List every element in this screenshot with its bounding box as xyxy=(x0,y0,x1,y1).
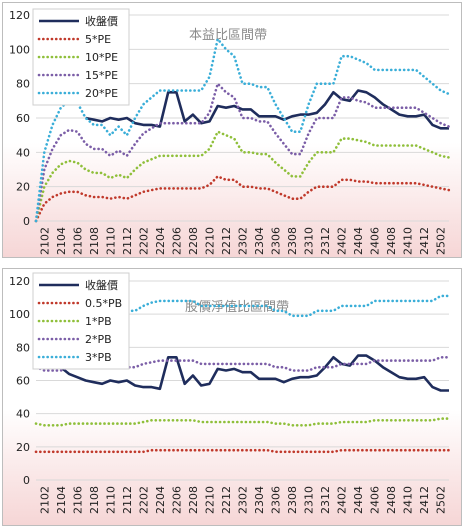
chart0-y-tick-label: 80 xyxy=(16,78,30,91)
chart0-series-line-3 xyxy=(34,82,451,223)
chart1-x-tick-label: 2208 xyxy=(187,486,200,514)
chart0-y-tick-label: 20 xyxy=(16,181,30,194)
chart1-y-tick-label: 20 xyxy=(16,441,30,454)
chart0-x-tick-label: 2304 xyxy=(253,227,266,255)
chart1-x-tick-label: 2202 xyxy=(137,486,150,514)
chart0-x-tick-label: 2406 xyxy=(369,227,382,255)
chart1-title: 股價淨值比區間帶 xyxy=(185,299,289,315)
chart0-x-tick-label: 2412 xyxy=(418,227,431,255)
chart1-y-tick-label: 40 xyxy=(16,408,30,421)
chart1-y-tick-label: 120 xyxy=(9,275,30,288)
pb-band-chart-panel: 0 20 40 60 80 100 120 股價淨值比區間帶 2102 2104 2106 2108 2… xyxy=(2,268,462,526)
chart1-series-line-0 xyxy=(36,354,449,392)
chart1-legend-label: 0.5*PB xyxy=(85,297,122,310)
chart0-x-tick-label: 2206 xyxy=(170,227,183,255)
chart0-x-tick-label: 2204 xyxy=(154,227,167,255)
chart0-title: 本益比區間帶 xyxy=(189,28,267,43)
chart0-y-tick-label: 120 xyxy=(9,9,30,22)
chart0-x-tick-label: 2502 xyxy=(435,227,448,255)
chart1-x-tick-label: 2302 xyxy=(237,486,250,514)
chart0-y-tick-label: 60 xyxy=(16,112,30,125)
chart0-x-tick-label: 2202 xyxy=(137,227,150,255)
chart0-series-line-2 xyxy=(34,130,451,223)
chart1-x-tick-label: 2106 xyxy=(71,486,84,514)
chart1-y-tick-label: 100 xyxy=(9,308,30,321)
chart1-x-tick-label: 2308 xyxy=(286,486,299,514)
chart0-x-tick-label: 2408 xyxy=(385,227,398,255)
chart1-legend-label: 3*PB xyxy=(85,351,112,364)
chart1-series-line-2 xyxy=(34,417,451,427)
chart1-series-line-4 xyxy=(34,294,451,318)
chart1-x-tick-label: 2112 xyxy=(121,486,134,514)
chart0-x-tick-label: 2410 xyxy=(402,227,415,255)
chart1-y-tick-label: 60 xyxy=(16,375,30,388)
chart0-legend-label: 收盤價 xyxy=(85,14,118,28)
chart0-y-tick-label: 40 xyxy=(16,146,30,159)
chart1-x-tick-label: 2404 xyxy=(352,486,365,514)
chart1-x-tick-label: 2406 xyxy=(369,486,382,514)
chart1-x-tick-label: 2110 xyxy=(104,486,117,514)
chart1-x-tick-label: 2310 xyxy=(303,486,316,514)
chart0-x-tick-label: 2112 xyxy=(121,227,134,255)
chart1-x-tick-label: 2102 xyxy=(38,486,51,514)
chart0-legend-label: 15*PE xyxy=(85,69,118,82)
chart1-y-tick-label: 0 xyxy=(23,474,30,487)
chart0-x-tick-label: 2404 xyxy=(352,227,365,255)
chart1-x-tick-label: 2402 xyxy=(336,486,349,514)
chart1-x-tick-label: 2212 xyxy=(220,486,233,514)
chart0-x-tick-label: 2110 xyxy=(104,227,117,255)
chart0-series-line-1 xyxy=(34,175,451,223)
chart1-x-tick-label: 2312 xyxy=(319,486,332,514)
chart1-x-tick-label: 2304 xyxy=(253,486,266,514)
chart1-y-tick-label: 80 xyxy=(16,341,30,354)
chart0-x-tick-label: 2310 xyxy=(303,227,316,255)
chart0-legend-label: 10*PE xyxy=(85,51,118,64)
chart1-x-tick-label: 2108 xyxy=(88,486,101,514)
chart1-x-tick-label: 2410 xyxy=(402,486,415,514)
chart0-x-tick-label: 2102 xyxy=(38,227,51,255)
chart1-legend-label: 2*PB xyxy=(85,333,112,346)
chart0-y-tick-label: 100 xyxy=(9,43,30,56)
chart0-legend-label: 5*PE xyxy=(85,33,111,46)
chart0-x-tick-label: 2312 xyxy=(319,227,332,255)
chart0-series-line-4 xyxy=(34,37,451,223)
chart0-x-tick-label: 2302 xyxy=(237,227,250,255)
pe-band-chart-panel: 0 20 40 60 80 100 120 本益比區間帶 2102 2104 2106 2108 211… xyxy=(2,2,462,258)
chart1-x-tick-label: 2502 xyxy=(435,486,448,514)
chart0-x-tick-label: 2306 xyxy=(270,227,283,255)
chart0-x-tick-label: 2104 xyxy=(55,227,68,255)
chart1-legend-label: 1*PB xyxy=(85,315,112,328)
chart0-x-tick-label: 2106 xyxy=(71,227,84,255)
chart0-x-tick-label: 2308 xyxy=(286,227,299,255)
chart0-x-tick-label: 2212 xyxy=(220,227,233,255)
chart0-x-tick-label: 2402 xyxy=(336,227,349,255)
chart1-x-tick-label: 2204 xyxy=(154,486,167,514)
chart1-series-line-1 xyxy=(34,448,451,454)
chart1-x-tick-label: 2408 xyxy=(385,486,398,514)
chart1-x-tick-label: 2210 xyxy=(203,486,216,514)
chart1-x-tick-label: 2104 xyxy=(55,486,68,514)
chart1-legend-label: 收盤價 xyxy=(85,278,118,292)
chart1-x-tick-label: 2412 xyxy=(418,486,431,514)
chart0-x-tick-label: 2108 xyxy=(88,227,101,255)
chart0-legend-label: 20*PE xyxy=(85,87,118,100)
chart1-x-tick-label: 2206 xyxy=(170,486,183,514)
chart0-x-tick-label: 2210 xyxy=(203,227,216,255)
chart1-x-tick-label: 2306 xyxy=(270,486,283,514)
chart0-y-tick-label: 0 xyxy=(23,215,30,228)
chart0-x-tick-label: 2208 xyxy=(187,227,200,255)
